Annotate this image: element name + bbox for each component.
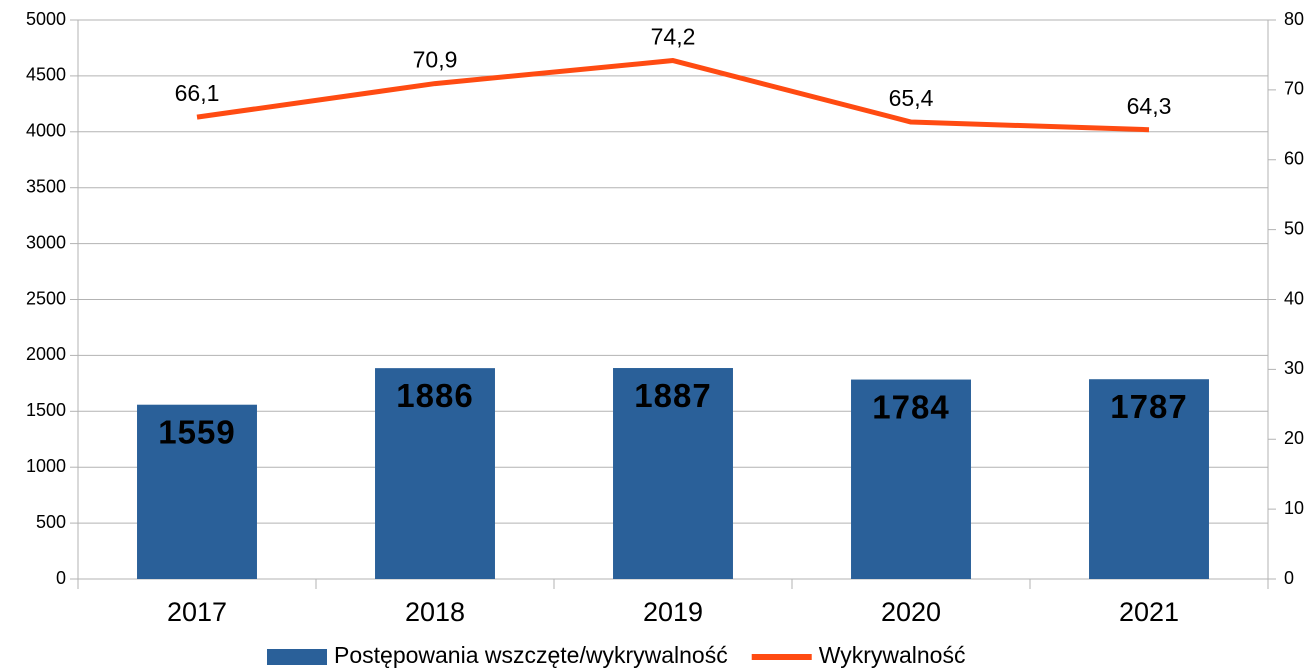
bar-value-label: 1787 <box>1110 388 1187 425</box>
legend-label: Wykrywalność <box>819 642 966 668</box>
bar <box>1089 379 1209 579</box>
y2-tick-label: 50 <box>1284 218 1304 238</box>
y2-tick-label: 0 <box>1284 568 1294 588</box>
y-tick-label: 4000 <box>26 121 66 141</box>
legend-swatch <box>267 649 327 665</box>
y2-tick-label: 20 <box>1284 428 1304 448</box>
y-tick-label: 1000 <box>26 456 66 476</box>
y-tick-label: 1500 <box>26 400 66 420</box>
line-value-label: 64,3 <box>1127 93 1172 119</box>
y-tick-label: 3000 <box>26 232 66 252</box>
x-tick-label: 2020 <box>881 597 941 627</box>
y2-tick-label: 30 <box>1284 358 1304 378</box>
y-tick-label: 3500 <box>26 176 66 196</box>
bar <box>375 368 495 579</box>
bar <box>613 368 733 579</box>
x-tick-label: 2017 <box>167 597 227 627</box>
bar-value-label: 1559 <box>158 413 235 450</box>
y2-tick-label: 70 <box>1284 79 1304 99</box>
y-tick-label: 5000 <box>26 9 66 29</box>
x-tick-label: 2019 <box>643 597 703 627</box>
bar <box>851 379 971 579</box>
y2-tick-label: 80 <box>1284 9 1304 29</box>
line-value-label: 74,2 <box>651 24 696 50</box>
line-value-label: 66,1 <box>175 80 220 106</box>
y2-tick-label: 40 <box>1284 288 1304 308</box>
legend-swatch <box>751 654 812 660</box>
y2-tick-label: 60 <box>1284 149 1304 169</box>
bar-value-label: 1886 <box>396 377 473 414</box>
line <box>196 58 1150 133</box>
y2-tick-label: 10 <box>1284 498 1304 518</box>
bar <box>137 404 257 579</box>
y-tick-label: 4500 <box>26 65 66 85</box>
y-tick-label: 2000 <box>26 344 66 364</box>
y-tick-label: 500 <box>36 512 66 532</box>
y-tick-label: 0 <box>56 568 66 588</box>
line-value-label: 65,4 <box>889 85 934 111</box>
bar-value-label: 1784 <box>872 388 949 425</box>
x-tick-label: 2021 <box>1119 597 1179 627</box>
bar-value-label: 1887 <box>634 377 711 414</box>
x-tick-label: 2018 <box>405 597 465 627</box>
legend-label: Postępowania wszczęte/wykrywalność <box>334 642 728 668</box>
line-value-label: 70,9 <box>413 47 458 73</box>
y-tick-label: 2500 <box>26 288 66 308</box>
